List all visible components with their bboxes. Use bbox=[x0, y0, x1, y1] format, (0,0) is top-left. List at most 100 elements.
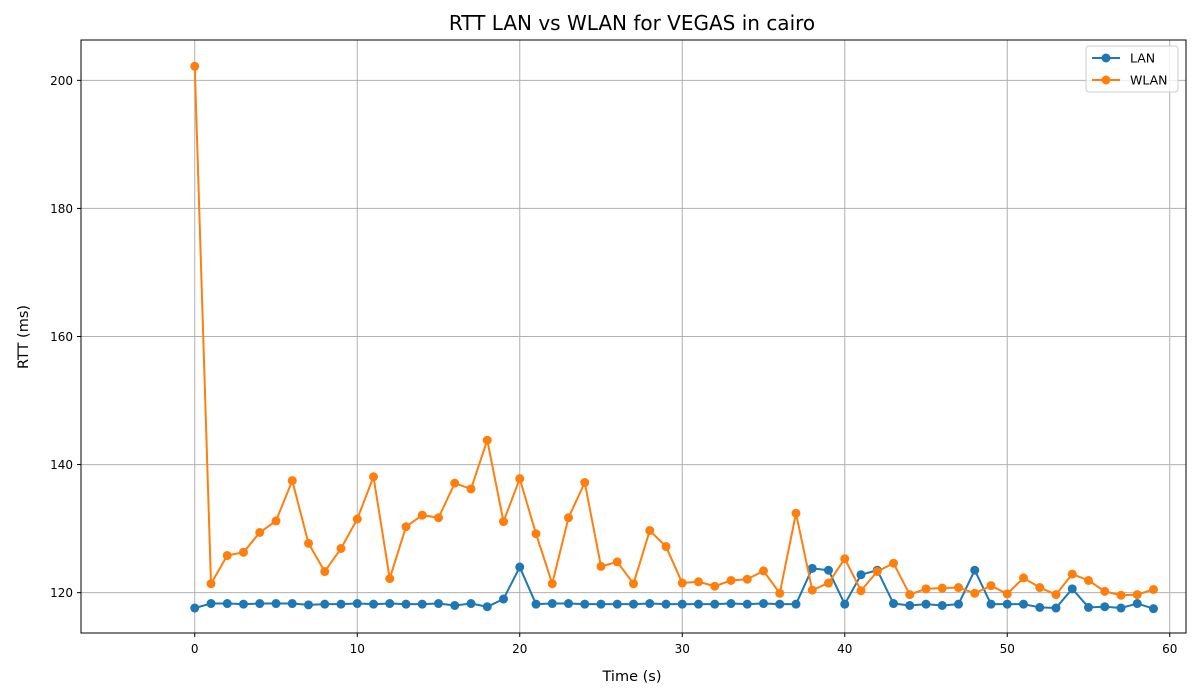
series-wlan bbox=[190, 61, 1158, 600]
data-point-wlan bbox=[889, 558, 898, 568]
data-point-lan bbox=[856, 570, 866, 580]
data-point-wlan bbox=[401, 522, 411, 532]
x-tick-label: 30 bbox=[675, 642, 690, 656]
data-point-wlan bbox=[336, 543, 346, 553]
data-point-lan bbox=[596, 599, 606, 609]
data-point-lan bbox=[1149, 604, 1158, 614]
data-point-lan bbox=[1100, 602, 1110, 612]
data-point-lan bbox=[710, 599, 720, 609]
data-point-wlan bbox=[466, 484, 476, 494]
data-point-wlan bbox=[710, 581, 720, 591]
data-point-lan bbox=[547, 599, 557, 609]
data-point-wlan bbox=[222, 551, 232, 561]
x-tick-label: 10 bbox=[350, 642, 365, 656]
data-point-lan bbox=[1051, 603, 1061, 613]
data-point-wlan bbox=[970, 588, 980, 598]
data-point-wlan bbox=[499, 517, 508, 527]
data-point-wlan bbox=[1116, 590, 1126, 600]
data-point-lan bbox=[986, 599, 996, 609]
data-point-wlan bbox=[921, 584, 931, 594]
x-axis-label: Time (s) bbox=[602, 669, 662, 685]
y-tick-label: 120 bbox=[50, 586, 73, 600]
y-tick-label: 140 bbox=[50, 458, 73, 472]
data-point-lan bbox=[677, 599, 687, 609]
data-point-lan bbox=[482, 602, 492, 612]
data-point-wlan bbox=[1002, 589, 1012, 599]
data-point-lan bbox=[661, 599, 671, 609]
data-point-wlan bbox=[954, 583, 963, 593]
data-point-lan bbox=[840, 599, 850, 609]
ticks: 0 10 20 30 40 50 60 120 140 160 180 200 bbox=[50, 74, 1177, 656]
data-point-lan bbox=[499, 594, 508, 604]
data-point-wlan bbox=[482, 435, 492, 445]
data-point-lan bbox=[937, 600, 947, 610]
data-point-lan bbox=[694, 599, 703, 609]
series-layer bbox=[190, 61, 1158, 614]
data-point-lan bbox=[239, 599, 248, 609]
legend-label-lan: LAN bbox=[1130, 51, 1155, 66]
y-tick-label: 160 bbox=[50, 330, 73, 344]
data-point-lan bbox=[450, 600, 460, 610]
data-point-wlan bbox=[1051, 590, 1061, 600]
data-point-lan bbox=[775, 599, 785, 609]
data-point-lan bbox=[970, 565, 980, 575]
data-point-lan bbox=[206, 599, 216, 609]
data-point-wlan bbox=[937, 583, 947, 593]
data-point-lan bbox=[645, 599, 655, 609]
data-point-wlan bbox=[287, 476, 297, 486]
data-point-lan bbox=[466, 599, 476, 609]
data-point-wlan bbox=[986, 581, 996, 591]
y-axis-label: RTT (ms) bbox=[16, 305, 32, 369]
data-point-wlan bbox=[450, 478, 460, 488]
data-point-lan bbox=[271, 599, 281, 609]
data-point-wlan bbox=[239, 547, 248, 557]
data-point-lan bbox=[385, 599, 395, 609]
data-point-wlan bbox=[807, 585, 817, 595]
data-point-wlan bbox=[1149, 584, 1158, 594]
data-point-lan bbox=[1019, 599, 1028, 609]
data-point-wlan bbox=[726, 575, 736, 585]
data-point-lan bbox=[824, 565, 833, 575]
data-point-wlan bbox=[531, 529, 541, 539]
data-point-lan bbox=[1132, 599, 1142, 609]
data-point-wlan bbox=[645, 526, 655, 536]
y-tick-label: 180 bbox=[50, 202, 73, 216]
data-point-wlan bbox=[824, 578, 833, 588]
data-point-wlan bbox=[856, 586, 866, 596]
legend-marker-lan bbox=[1101, 53, 1111, 63]
data-point-lan bbox=[531, 599, 541, 609]
data-point-lan bbox=[222, 599, 232, 609]
data-point-lan bbox=[905, 600, 915, 610]
data-point-wlan bbox=[369, 472, 378, 482]
data-point-lan bbox=[287, 599, 297, 609]
data-point-lan bbox=[352, 599, 362, 609]
data-point-wlan bbox=[742, 574, 752, 584]
data-point-wlan bbox=[840, 554, 850, 564]
data-point-lan bbox=[807, 563, 817, 573]
x-tick-label: 0 bbox=[191, 642, 199, 656]
data-point-wlan bbox=[434, 513, 443, 523]
data-point-wlan bbox=[320, 567, 330, 577]
legend-marker-wlan bbox=[1101, 75, 1111, 85]
data-point-wlan bbox=[547, 579, 557, 589]
data-point-lan bbox=[1084, 602, 1093, 612]
data-point-lan bbox=[190, 603, 200, 613]
data-point-wlan bbox=[612, 557, 622, 567]
data-point-lan bbox=[954, 599, 963, 609]
data-point-wlan bbox=[206, 579, 216, 589]
data-point-lan bbox=[629, 599, 638, 609]
data-point-lan bbox=[255, 599, 265, 609]
data-point-wlan bbox=[791, 508, 801, 518]
data-point-wlan bbox=[905, 590, 915, 600]
data-point-wlan bbox=[629, 579, 638, 589]
data-point-wlan bbox=[271, 516, 281, 526]
data-point-lan bbox=[515, 562, 525, 572]
data-point-lan bbox=[759, 599, 768, 609]
data-point-wlan bbox=[694, 577, 703, 587]
data-point-wlan bbox=[759, 566, 768, 576]
data-point-lan bbox=[921, 599, 931, 609]
data-point-wlan bbox=[1019, 573, 1028, 583]
data-point-wlan bbox=[515, 474, 525, 484]
data-point-lan bbox=[1067, 584, 1077, 594]
data-point-lan bbox=[1035, 602, 1045, 612]
